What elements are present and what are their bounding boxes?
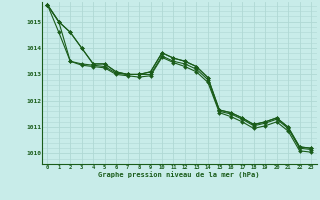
X-axis label: Graphe pression niveau de la mer (hPa): Graphe pression niveau de la mer (hPa) [99,171,260,178]
